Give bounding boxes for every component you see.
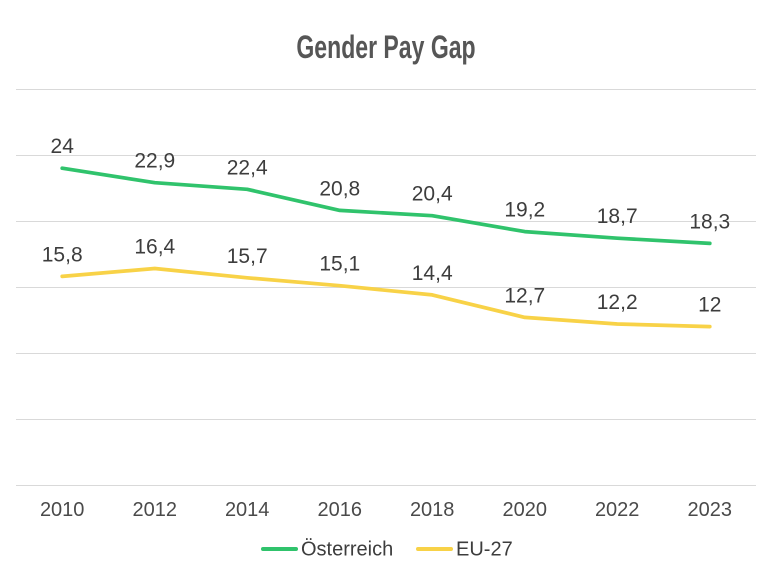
svg-text:2022: 2022 (595, 499, 640, 521)
svg-text:Österreich: Österreich (301, 538, 393, 560)
svg-text:22,9: 22,9 (134, 150, 175, 173)
svg-text:12,2: 12,2 (597, 291, 638, 314)
svg-text:22,4: 22,4 (227, 156, 268, 179)
svg-text:20,4: 20,4 (412, 183, 453, 206)
svg-text:19,2: 19,2 (504, 199, 545, 222)
svg-text:2010: 2010 (40, 499, 85, 521)
svg-text:EU-27: EU-27 (456, 538, 513, 560)
svg-text:2012: 2012 (133, 499, 178, 521)
svg-text:2018: 2018 (410, 499, 455, 521)
svg-text:Gender Pay Gap: Gender Pay Gap (296, 29, 475, 65)
svg-text:18,3: 18,3 (689, 210, 730, 233)
svg-text:2014: 2014 (225, 499, 270, 521)
svg-text:2023: 2023 (688, 499, 733, 521)
svg-text:12,7: 12,7 (504, 284, 545, 307)
svg-text:2016: 2016 (318, 499, 363, 521)
svg-text:15,8: 15,8 (42, 243, 83, 266)
svg-text:24: 24 (51, 135, 75, 158)
svg-text:16,4: 16,4 (134, 236, 175, 259)
svg-text:14,4: 14,4 (412, 262, 453, 285)
svg-text:15,1: 15,1 (319, 253, 360, 276)
svg-text:2020: 2020 (503, 499, 548, 521)
svg-text:20,8: 20,8 (319, 177, 360, 200)
svg-text:12: 12 (698, 294, 721, 317)
svg-text:15,7: 15,7 (227, 245, 268, 268)
svg-text:18,7: 18,7 (597, 205, 638, 228)
